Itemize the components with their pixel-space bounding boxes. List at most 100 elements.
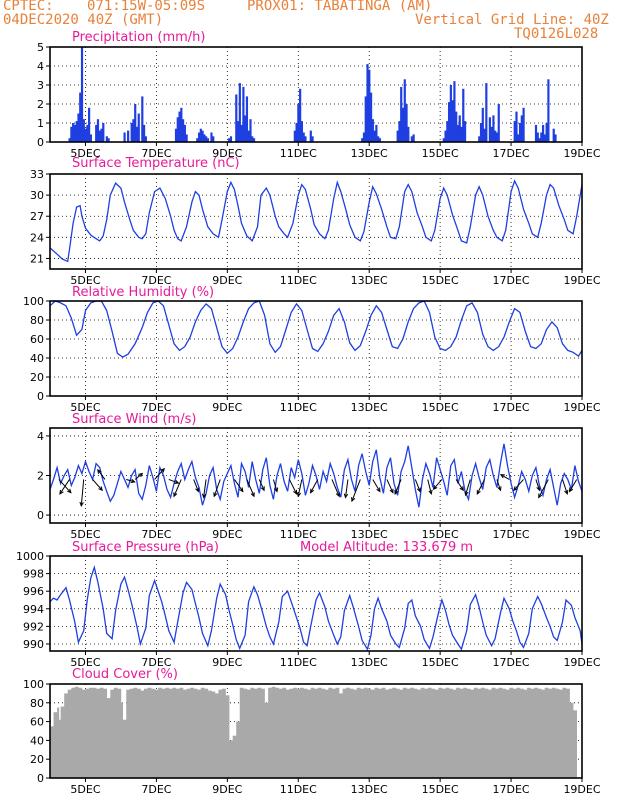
panel-5-bar — [85, 688, 90, 778]
wind-vector — [134, 473, 143, 480]
panel-0-bar — [400, 86, 403, 142]
panel-3-xtick-label: 19DEC — [563, 528, 600, 541]
wind-vector-head — [459, 486, 464, 492]
panel-0-bar — [244, 115, 247, 142]
panel-5-bar — [129, 688, 134, 778]
panel-0-bar — [228, 138, 231, 142]
panel-1-ytick-label: 30 — [30, 189, 44, 202]
panel-2-xtick-label: 5DEC — [70, 401, 100, 414]
wind-vector — [297, 479, 303, 497]
panel-5-bar — [71, 687, 76, 778]
panel-5-bar — [544, 687, 549, 778]
panel-0-bar — [361, 138, 364, 142]
panel-5-bar — [360, 688, 365, 778]
panel-0-ytick-label: 4 — [37, 60, 44, 73]
panel-4-series-line — [49, 565, 583, 651]
panel-5-bar — [147, 687, 152, 778]
panel-5-bar — [154, 689, 159, 778]
panel-0-xtick-label: 11DEC — [280, 147, 317, 160]
panel-0-bar — [396, 130, 399, 142]
panel-5-bar — [133, 687, 138, 778]
wind-vector — [193, 479, 199, 492]
panel-5-bar — [172, 687, 177, 778]
panel-2-ytick-label: 80 — [30, 314, 44, 327]
panel-0-bar — [205, 136, 208, 142]
panel-5-bar — [183, 689, 187, 778]
panel-5-bar — [331, 688, 336, 778]
panel-5-bar — [204, 688, 209, 778]
panel-5-bar — [50, 726, 54, 778]
panel-0-bar — [68, 138, 71, 142]
wind-vector — [168, 478, 179, 484]
panel-5-bar — [452, 689, 457, 778]
panel-0-bar — [102, 123, 105, 142]
panel-2-series-line — [49, 300, 583, 358]
panel-5-xtick-label: 9DEC — [212, 783, 242, 796]
panel-5-bar — [140, 690, 145, 778]
panel-5-xtick-label: 13DEC — [351, 783, 388, 796]
wind-vector-head — [273, 487, 279, 493]
panel-5-bar — [541, 689, 546, 778]
wind-vector-head — [79, 501, 84, 508]
panel-0-bar — [199, 128, 202, 142]
panel-0-bar — [522, 107, 525, 142]
panel-5-bar — [491, 687, 496, 778]
wind-vector-head — [67, 488, 72, 494]
panel-5-frame — [49, 683, 583, 779]
panel-4-xtick-label: 15DEC — [422, 656, 459, 669]
panel-0-bar — [245, 96, 249, 142]
panel-5-bar — [67, 689, 72, 778]
panel-3-xtick-label: 15DEC — [422, 528, 459, 541]
panel-0-bar — [79, 92, 82, 142]
panel-0-bar — [458, 115, 461, 142]
panel-0-bar — [82, 119, 85, 142]
panel-5-bar — [374, 687, 379, 778]
panel-5-bar — [420, 687, 425, 778]
panel-5-bar — [417, 689, 421, 778]
panel-0-bar — [398, 121, 401, 142]
panel-5-bar — [158, 687, 163, 778]
panel-5-bar — [395, 688, 400, 778]
panel-0-bar — [75, 121, 78, 142]
panel-2-ytick-label: 40 — [30, 352, 44, 365]
panel-5-bar — [498, 687, 503, 778]
wind-vector — [213, 479, 221, 497]
panel-0-ytick-label: 1 — [37, 117, 44, 130]
panel-5-bar — [110, 689, 115, 778]
panel-0-bar — [84, 128, 87, 142]
panel-5-bar — [307, 689, 311, 778]
panel-2-xtick-label: 15DEC — [422, 401, 459, 414]
panel-0-bar — [520, 115, 523, 142]
panel-5-bar — [96, 688, 100, 778]
panel-4-ytick-label: 992 — [23, 620, 44, 633]
wind-vector-head — [564, 489, 569, 495]
wind-vector-head — [499, 474, 505, 479]
panel-0-bar — [178, 111, 181, 142]
panel-5-bar — [106, 698, 111, 778]
panel-2-ytick-label: 0 — [37, 390, 44, 403]
panel-0-bar — [460, 126, 463, 142]
panel-2-ytick-label: 60 — [30, 333, 44, 346]
panel-0-bar — [295, 123, 298, 142]
panel-0-bar — [88, 107, 91, 142]
panel-5-ytick-label: 100 — [23, 678, 44, 691]
panel-0-bar — [375, 124, 378, 142]
panel-5-bar — [548, 688, 553, 778]
panel-5-xtick-label: 11DEC — [280, 783, 317, 796]
panel-0-bar — [229, 136, 233, 142]
panel-2-xtick-label: 11DEC — [280, 401, 317, 414]
panel-0-ytick-label: 3 — [37, 79, 44, 92]
panel-0-bar — [541, 124, 545, 142]
wind-vector-head — [160, 467, 165, 473]
wind-vector — [246, 479, 255, 497]
panel-5-bar — [271, 686, 276, 778]
panel-5-ytick-label: 60 — [30, 716, 44, 729]
wind-vector-head — [138, 472, 144, 478]
panel-0-bar — [545, 123, 548, 142]
panel-0-bar — [366, 64, 369, 142]
panel-5-bar — [151, 688, 155, 778]
panel-5-bar — [434, 689, 439, 778]
panel-0-bar — [212, 136, 215, 142]
panel-0-bar — [293, 130, 296, 142]
